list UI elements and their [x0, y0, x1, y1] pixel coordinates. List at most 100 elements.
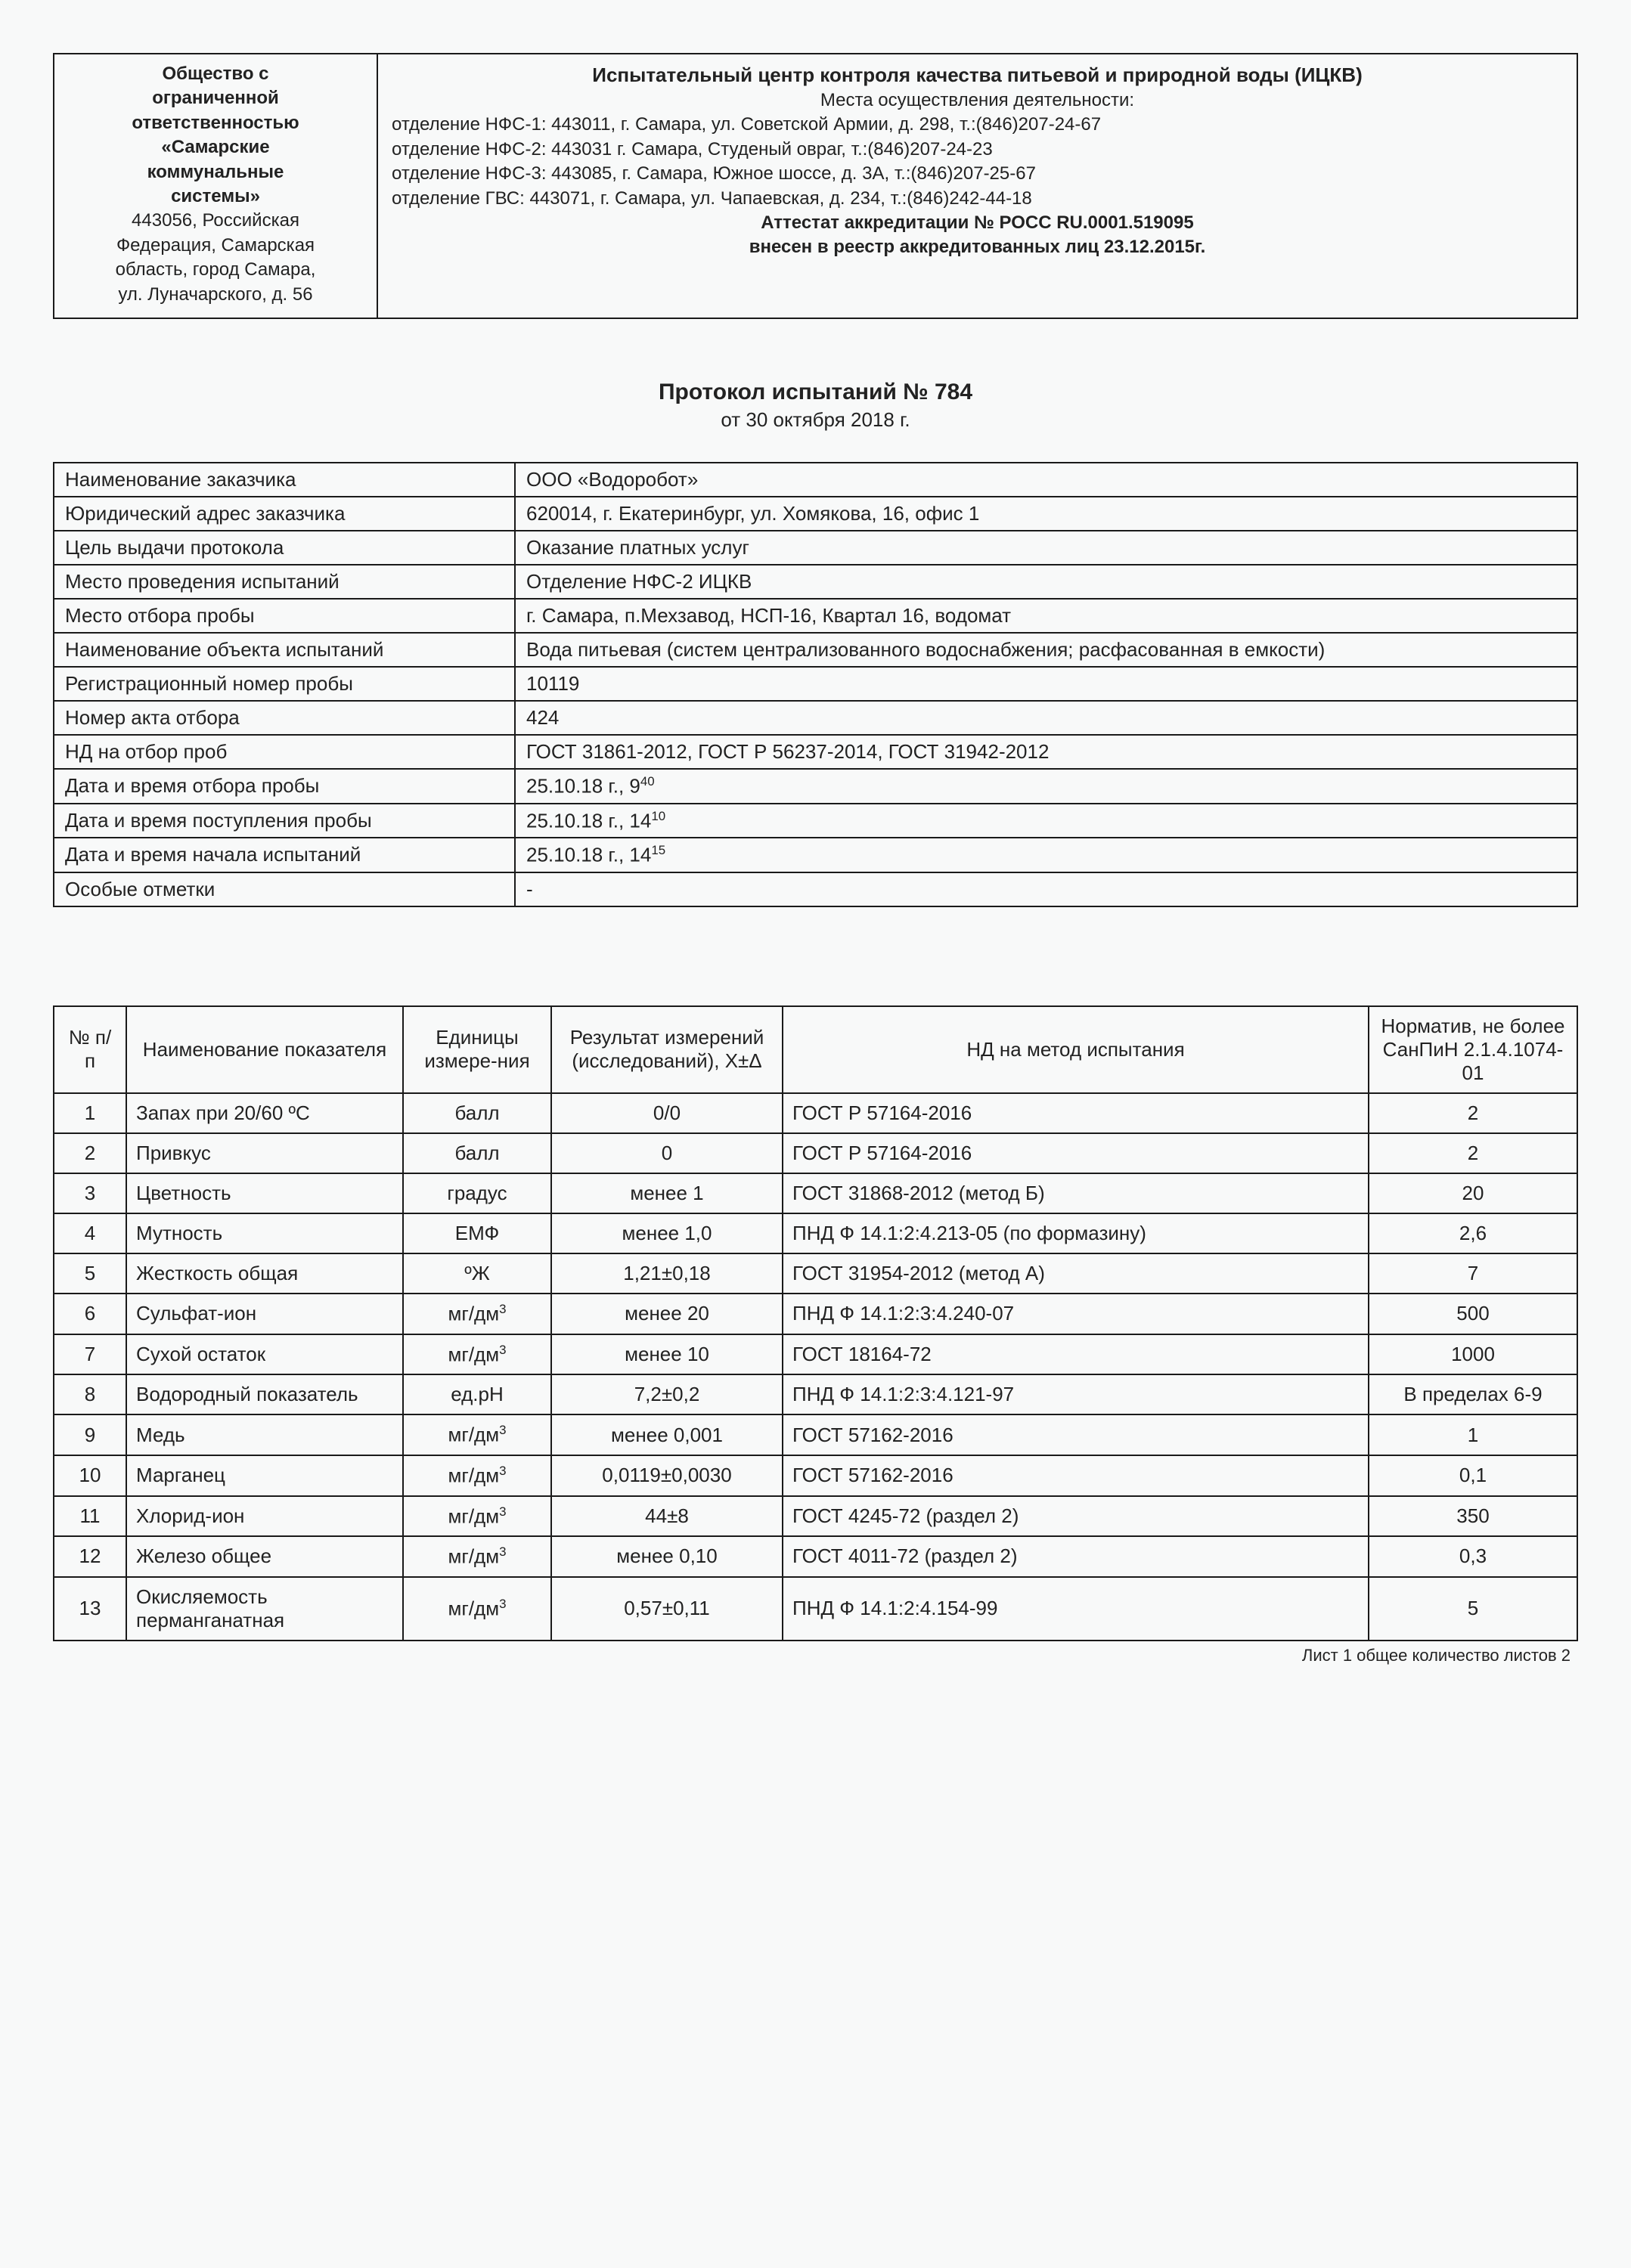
- results-row: 6Сульфат-ионмг/дм3менее 20ПНД Ф 14.1:2:3…: [54, 1294, 1577, 1334]
- protocol-date: от 30 октября 2018 г.: [53, 408, 1578, 432]
- info-value: 25.10.18 г., 1410: [515, 804, 1577, 838]
- results-row: 5Жесткость общаяºЖ1,21±0,18ГОСТ 31954-20…: [54, 1253, 1577, 1294]
- org-addr: область, город Самара,: [68, 258, 363, 282]
- info-value: 424: [515, 701, 1577, 735]
- results-cell-method: ГОСТ Р 57164-2016: [783, 1093, 1369, 1133]
- results-cell-name: Жесткость общая: [126, 1253, 403, 1294]
- results-cell-norm: 1: [1369, 1414, 1577, 1455]
- results-cell-unit: мг/дм3: [403, 1334, 551, 1375]
- results-cell-unit: ºЖ: [403, 1253, 551, 1294]
- info-value: 25.10.18 г., 940: [515, 769, 1577, 804]
- info-table: Наименование заказчикаООО «Водоробот»Юри…: [53, 462, 1578, 907]
- results-header-res: Результат измерений (исследований), X±Δ: [551, 1006, 783, 1093]
- info-row: Цель выдачи протоколаОказание платных ус…: [54, 531, 1577, 565]
- results-header-method: НД на метод испытания: [783, 1006, 1369, 1093]
- results-cell-norm: 0,3: [1369, 1536, 1577, 1577]
- results-cell-result: 0,57±0,11: [551, 1577, 783, 1641]
- info-value: ГОСТ 31861-2012, ГОСТ Р 56237-2014, ГОСТ…: [515, 735, 1577, 769]
- results-cell-method: ПНД Ф 14.1:2:3:4.121-97: [783, 1374, 1369, 1414]
- results-cell-name: Запах при 20/60 ºС: [126, 1093, 403, 1133]
- results-row: 3Цветностьградусменее 1ГОСТ 31868-2012 (…: [54, 1173, 1577, 1213]
- results-cell-num: 4: [54, 1213, 126, 1253]
- results-cell-result: менее 0,001: [551, 1414, 783, 1455]
- protocol-title: Протокол испытаний № 784: [53, 380, 1578, 405]
- results-row: 1Запах при 20/60 ºСбалл0/0ГОСТ Р 57164-2…: [54, 1093, 1577, 1133]
- info-row: Место проведения испытанийОтделение НФС-…: [54, 565, 1577, 599]
- results-cell-unit: мг/дм3: [403, 1294, 551, 1334]
- results-row: 13Окисляемость перманганатнаямг/дм30,57±…: [54, 1577, 1577, 1641]
- results-cell-name: Привкус: [126, 1133, 403, 1173]
- results-cell-unit: ЕМФ: [403, 1213, 551, 1253]
- center-cell: Испытательный центр контроля качества пи…: [377, 54, 1577, 318]
- info-row: Регистрационный номер пробы10119: [54, 667, 1577, 701]
- results-cell-method: ГОСТ 31954-2012 (метод А): [783, 1253, 1369, 1294]
- results-cell-norm: 500: [1369, 1294, 1577, 1334]
- info-row: Юридический адрес заказчика620014, г. Ек…: [54, 497, 1577, 531]
- results-header-num: № п/п: [54, 1006, 126, 1093]
- info-value: 25.10.18 г., 1415: [515, 838, 1577, 872]
- results-cell-name: Хлорид-ион: [126, 1496, 403, 1537]
- results-cell-result: менее 20: [551, 1294, 783, 1334]
- results-cell-norm: В пределах 6-9: [1369, 1374, 1577, 1414]
- results-cell-unit: мг/дм3: [403, 1455, 551, 1496]
- org-line: Общество с: [68, 62, 363, 86]
- info-row: Дата и время начала испытаний25.10.18 г.…: [54, 838, 1577, 872]
- info-row: НД на отбор пробГОСТ 31861-2012, ГОСТ Р …: [54, 735, 1577, 769]
- results-row: 10Марганецмг/дм30,0119±0,0030ГОСТ 57162-…: [54, 1455, 1577, 1496]
- org-line: ответственностью: [68, 111, 363, 135]
- results-cell-name: Мутность: [126, 1213, 403, 1253]
- results-cell-result: менее 1: [551, 1173, 783, 1213]
- results-cell-unit: ед.рН: [403, 1374, 551, 1414]
- results-cell-unit: балл: [403, 1133, 551, 1173]
- info-row: Дата и время отбора пробы25.10.18 г., 94…: [54, 769, 1577, 804]
- results-header-norm: Норматив, не более СанПиН 2.1.4.1074-01: [1369, 1006, 1577, 1093]
- results-cell-name: Медь: [126, 1414, 403, 1455]
- center-title: Испытательный центр контроля качества пи…: [392, 62, 1563, 88]
- results-cell-unit: мг/дм3: [403, 1414, 551, 1455]
- results-cell-norm: 1000: [1369, 1334, 1577, 1375]
- results-cell-norm: 2,6: [1369, 1213, 1577, 1253]
- results-cell-method: ГОСТ 57162-2016: [783, 1414, 1369, 1455]
- results-cell-unit: мг/дм3: [403, 1577, 551, 1641]
- results-cell-name: Сульфат-ион: [126, 1294, 403, 1334]
- results-cell-result: 1,21±0,18: [551, 1253, 783, 1294]
- info-value: Отделение НФС-2 ИЦКВ: [515, 565, 1577, 599]
- results-cell-num: 5: [54, 1253, 126, 1294]
- results-cell-method: ГОСТ 4011-72 (раздел 2): [783, 1536, 1369, 1577]
- results-cell-result: 7,2±0,2: [551, 1374, 783, 1414]
- results-cell-result: менее 1,0: [551, 1213, 783, 1253]
- results-cell-num: 11: [54, 1496, 126, 1537]
- info-label: Особые отметки: [54, 872, 515, 906]
- results-cell-result: менее 0,10: [551, 1536, 783, 1577]
- info-label: Регистрационный номер пробы: [54, 667, 515, 701]
- info-value: Оказание платных услуг: [515, 531, 1577, 565]
- results-cell-method: ПНД Ф 14.1:2:3:4.240-07: [783, 1294, 1369, 1334]
- info-row: Наименование заказчикаООО «Водоробот»: [54, 463, 1577, 497]
- results-row: 4МутностьЕМФменее 1,0ПНД Ф 14.1:2:4.213-…: [54, 1213, 1577, 1253]
- info-row: Номер акта отбора424: [54, 701, 1577, 735]
- results-row: 8Водородный показательед.рН7,2±0,2ПНД Ф …: [54, 1374, 1577, 1414]
- results-cell-name: Сухой остаток: [126, 1334, 403, 1375]
- department-line: отделение НФС-2: 443031 г. Самара, Студе…: [392, 138, 1563, 162]
- info-row: Наименование объекта испытанийВода питье…: [54, 633, 1577, 667]
- info-label: Место проведения испытаний: [54, 565, 515, 599]
- info-label: Цель выдачи протокола: [54, 531, 515, 565]
- results-cell-name: Окисляемость перманганатная: [126, 1577, 403, 1641]
- results-cell-num: 2: [54, 1133, 126, 1173]
- results-cell-num: 8: [54, 1374, 126, 1414]
- results-table: № п/п Наименование показателя Единицы из…: [53, 1005, 1578, 1641]
- org-line: коммунальные: [68, 160, 363, 184]
- info-row: Место отбора пробыг. Самара, п.Мехзавод,…: [54, 599, 1577, 633]
- results-cell-unit: мг/дм3: [403, 1536, 551, 1577]
- results-row: 9Медьмг/дм3менее 0,001ГОСТ 57162-20161: [54, 1414, 1577, 1455]
- info-label: Наименование объекта испытаний: [54, 633, 515, 667]
- results-header-unit: Единицы измере-ния: [403, 1006, 551, 1093]
- results-cell-norm: 2: [1369, 1133, 1577, 1173]
- info-label: Номер акта отбора: [54, 701, 515, 735]
- footer-note: Лист 1 общее количество листов 2: [53, 1646, 1578, 1665]
- org-line: «Самарские: [68, 135, 363, 160]
- results-cell-num: 3: [54, 1173, 126, 1213]
- department-line: отделение НФС-1: 443011, г. Самара, ул. …: [392, 113, 1563, 137]
- results-cell-result: 0,0119±0,0030: [551, 1455, 783, 1496]
- info-row: Особые отметки-: [54, 872, 1577, 906]
